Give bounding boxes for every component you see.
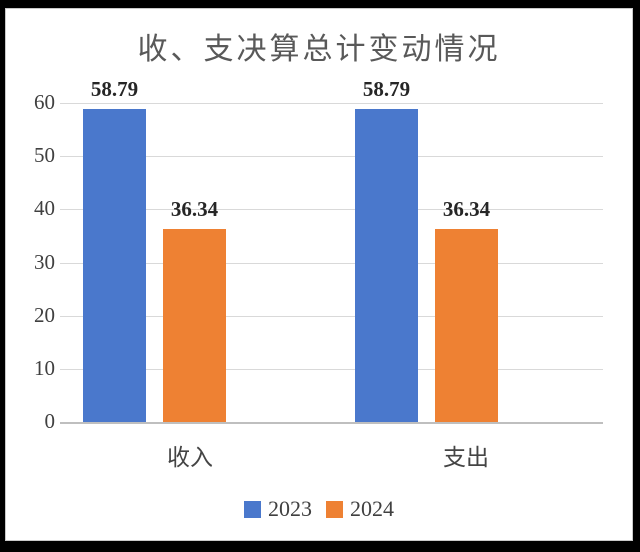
gridline-30 [60, 263, 603, 264]
legend-swatch-2023 [244, 500, 261, 518]
bar-2023-c0 [83, 109, 146, 422]
bar-value-label-2023-c0: 58.79 [90, 77, 139, 101]
chart-area: 收、支决算总计变动情况 0 10 20 30 40 50 60 58.79 36.34 收入 58.… [5, 8, 633, 541]
gridline-60 [60, 103, 603, 104]
legend-item-2024: 2024 [326, 498, 394, 520]
gridline-10 [60, 369, 603, 370]
legend-item-2023: 2023 [244, 498, 312, 520]
legend-swatch-2024 [326, 500, 343, 518]
bar-2024-c1 [435, 229, 498, 422]
category-label-c1: 支出 [443, 445, 489, 470]
gridline-20 [60, 316, 603, 317]
bar-2024-c0 [163, 229, 226, 422]
bar-value-label-2023-c1: 58.79 [362, 77, 411, 101]
y-tick-label-20: 20 [34, 303, 55, 327]
legend-label-2024: 2024 [350, 496, 394, 521]
y-tick-label-60: 60 [34, 90, 55, 114]
y-tick-label-0: 0 [44, 409, 56, 433]
legend: 2023 2024 [5, 498, 633, 520]
plot-area: 0 10 20 30 40 50 60 58.79 36.34 收入 58.79 36.34 支出 [5, 8, 633, 541]
chart-title: 收、支决算总计变动情况 [137, 33, 501, 66]
gridline-50 [60, 156, 603, 157]
gridline-40 [60, 209, 603, 210]
category-label-c0: 收入 [167, 445, 213, 470]
bar-2023-c1 [355, 109, 418, 422]
bar-value-label-2024-c0: 36.34 [170, 197, 219, 221]
gridline-0 [60, 422, 603, 424]
y-tick-label-10: 10 [34, 356, 55, 380]
legend-label-2023: 2023 [268, 496, 312, 521]
y-tick-label-50: 50 [34, 143, 55, 167]
y-tick-label-40: 40 [34, 196, 55, 220]
y-tick-label-30: 30 [34, 250, 55, 274]
bar-value-label-2024-c1: 36.34 [442, 197, 491, 221]
